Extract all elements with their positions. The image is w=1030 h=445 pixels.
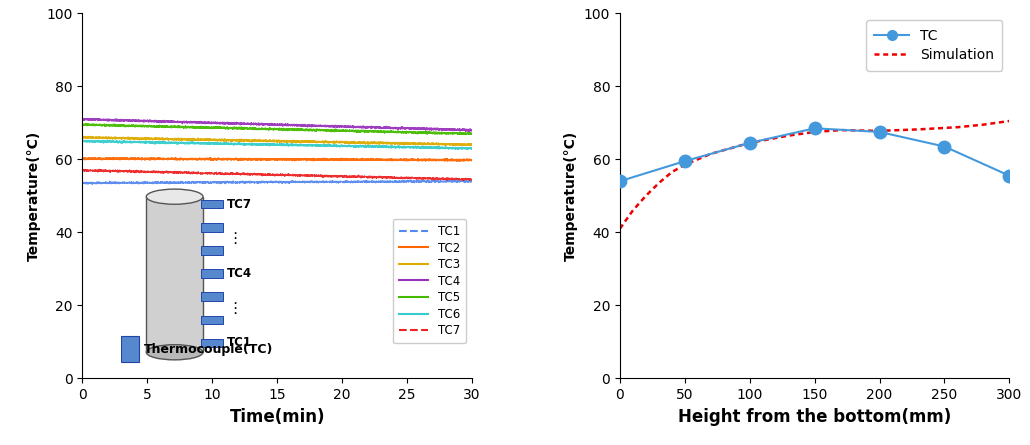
TC (938, 144, 951, 149)
Simulation (640, 193, 652, 198)
X-axis label: Time(min): Time(min) (230, 408, 324, 425)
TC (809, 125, 821, 131)
Simulation (977, 122, 990, 127)
TC (873, 129, 886, 134)
Line: TC: TC (614, 122, 1016, 187)
Simulation (679, 162, 691, 167)
Simulation (614, 226, 626, 231)
Line: Simulation: Simulation (620, 121, 1009, 229)
Simulation (783, 133, 795, 138)
TC (1003, 173, 1016, 178)
X-axis label: Height from the bottom(mm): Height from the bottom(mm) (678, 408, 952, 425)
Simulation (873, 128, 886, 134)
Simulation (952, 125, 964, 130)
Simulation (653, 180, 665, 186)
Simulation (705, 151, 717, 157)
Y-axis label: Temperature(°C): Temperature(°C) (27, 131, 41, 261)
Simulation (620, 217, 632, 222)
Simulation (744, 140, 756, 146)
Simulation (665, 170, 678, 175)
Simulation (834, 127, 847, 133)
TC (679, 158, 691, 164)
Simulation (1003, 118, 1016, 124)
Legend: TC, Simulation: TC, Simulation (866, 20, 1002, 70)
Simulation (809, 129, 821, 134)
Legend: TC1, TC2, TC3, TC4, TC5, TC6, TC7: TC1, TC2, TC3, TC4, TC5, TC6, TC7 (393, 219, 466, 343)
Simulation (626, 208, 639, 213)
TC (744, 140, 756, 146)
Simulation (913, 127, 925, 132)
TC (614, 178, 626, 184)
Y-axis label: Temperature(°C): Temperature(°C) (564, 131, 578, 261)
